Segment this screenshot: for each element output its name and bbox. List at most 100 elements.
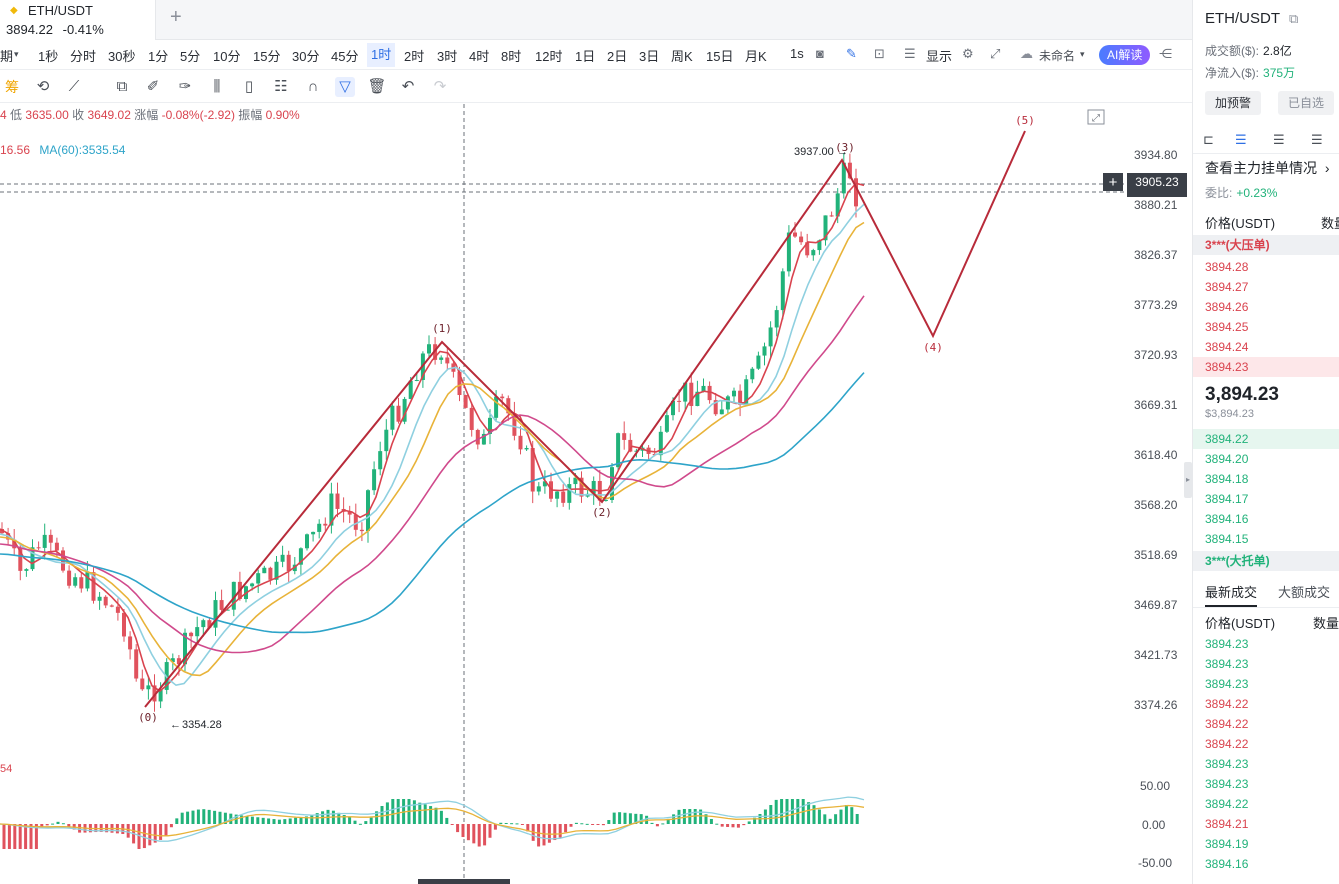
macd-bar (429, 806, 433, 824)
candle-body (213, 600, 218, 628)
interval-item-month[interactable]: 月K (745, 49, 767, 64)
interval-item-week[interactable]: 周K (671, 49, 693, 64)
gear-icon[interactable]: ⚙ (962, 46, 974, 61)
orderbook-both-icon[interactable]: ☰ (1235, 132, 1247, 147)
ask-row[interactable]: 3894.24 (1205, 340, 1249, 354)
collapse-panel-handle[interactable]: ▸ (1184, 462, 1192, 498)
layout-name[interactable]: 未命名 (1039, 49, 1076, 63)
interval-item-1h[interactable]: 1时 (367, 43, 396, 67)
copy-icon[interactable]: ⧉ (1289, 11, 1299, 26)
chip-tool[interactable]: 筹 (5, 79, 19, 95)
tab-bar: ◆ ETH/USDT 3894.22 -0.41% + (0, 0, 1192, 40)
interval-item-2h[interactable]: 2时 (404, 49, 425, 64)
macd-bar (715, 823, 719, 825)
interval-item-timeshare[interactable]: 分时 (70, 49, 97, 64)
share-icon[interactable]: ⋲ (1159, 46, 1172, 61)
interval-item-1d[interactable]: 1日 (575, 49, 596, 64)
interval-item-1s-alt[interactable]: 1s (790, 46, 804, 61)
candle-icon[interactable]: ⫼ (213, 78, 221, 95)
ask-row[interactable]: 3894.26 (1205, 300, 1249, 314)
interval-item-2d[interactable]: 2日 (607, 49, 628, 64)
bid-row[interactable]: 3894.18 (1205, 472, 1249, 486)
bid-row[interactable]: 3894.16 (1205, 512, 1249, 526)
candle-body (677, 400, 682, 402)
candle-body (622, 433, 627, 440)
plus-icon[interactable]: + (170, 6, 182, 28)
ask-row[interactable]: 3894.28 (1205, 260, 1249, 274)
add-chart-icon[interactable]: ⊡ (874, 46, 885, 61)
interval-item-1m[interactable]: 1分 (148, 49, 169, 64)
crosshair-price-tag (1127, 173, 1187, 191)
orderbook-mode-icon[interactable]: ⊏ (1203, 132, 1214, 147)
interval-item-30m[interactable]: 30分 (292, 49, 320, 64)
ruler-icon[interactable]: ✐ (146, 78, 160, 95)
candle-body (140, 678, 145, 690)
big-bid-row[interactable]: 3***(大托单) (1193, 551, 1339, 571)
filter-icon[interactable]: ▽ (335, 77, 355, 97)
cloud-icon[interactable]: ☁ (1020, 46, 1033, 61)
bid-row[interactable]: 3894.15 (1205, 532, 1249, 546)
interval-item-12h[interactable]: 12时 (535, 49, 563, 64)
candle-body (664, 415, 669, 432)
candle-body (79, 577, 84, 589)
trendline-icon[interactable]: ⟋ (68, 78, 80, 95)
note-icon[interactable]: ☷ (274, 78, 288, 95)
orderbook-bids-icon[interactable]: ☰ (1311, 132, 1323, 147)
bid-row[interactable]: 3894.17 (1205, 492, 1249, 506)
clipboard-icon[interactable]: ▯ (244, 78, 254, 95)
tab-large-trades[interactable]: 大额成交 (1278, 585, 1331, 600)
brush-icon[interactable]: ✑ (178, 78, 192, 95)
sync-icon[interactable]: ⟲ (36, 78, 50, 95)
candle-body (750, 368, 755, 380)
favorited-button[interactable]: 已自选 (1278, 91, 1335, 115)
trash-icon[interactable]: 🗑 (367, 78, 387, 95)
bid-row[interactable]: 3894.20 (1205, 452, 1249, 466)
macd-tick-0: 0.00 (1142, 818, 1166, 832)
add-crosshair-button[interactable] (1103, 173, 1123, 191)
orderbook-asks-icon[interactable]: ☰ (1273, 132, 1285, 147)
interval-item-10m[interactable]: 10分 (213, 49, 241, 64)
chart-area[interactable]: (0) (1) (2) (3) (4) (5) 3937.00 → ← 3354… (0, 104, 1192, 884)
trade-row: 3894.23 (1205, 677, 1249, 691)
interval-item-15m[interactable]: 15分 (253, 49, 281, 64)
elliott-wave-line[interactable] (144, 130, 1026, 708)
fullscreen-icon[interactable]: ⤢ (990, 46, 1001, 61)
expand-icon[interactable] (1087, 109, 1105, 125)
big-ask-row[interactable]: 3***(大压单) (1193, 235, 1339, 255)
copy-icon[interactable]: ⧉ (116, 78, 128, 95)
interval-item-8h[interactable]: 8时 (501, 49, 522, 64)
view-main-orders-link[interactable]: 查看主力挂单情况 › (1205, 158, 1330, 178)
interval-item-5m[interactable]: 5分 (180, 49, 201, 64)
interval-item-period[interactable]: 期 (0, 49, 14, 64)
trade-row: 3894.16 (1205, 857, 1249, 871)
chevron-down-icon[interactable]: ▾ (14, 49, 19, 59)
ask-row[interactable]: 3894.23 (1193, 357, 1339, 377)
menu-icon[interactable]: ☰ (904, 46, 916, 61)
ask-row[interactable]: 3894.25 (1205, 320, 1249, 334)
undo-icon[interactable]: ↶ (401, 78, 415, 95)
macd-bar (542, 824, 546, 846)
magnet-icon[interactable]: ∩ (307, 78, 319, 95)
orderbook-mode-bar: ⊏ ☰ ☰ ☰ (1193, 128, 1339, 154)
pen-icon[interactable]: ✎ (846, 46, 857, 61)
ai-analysis-button[interactable]: AI解读 (1099, 45, 1151, 65)
bid-row[interactable]: 3894.22 (1193, 429, 1339, 449)
ask-row[interactable]: 3894.27 (1205, 280, 1249, 294)
interval-item-3d[interactable]: 3日 (639, 49, 660, 64)
macd-bar (256, 817, 260, 824)
symbol-tab[interactable]: ◆ ETH/USDT 3894.22 -0.41% (0, 0, 156, 40)
interval-item-15d[interactable]: 15日 (706, 49, 734, 64)
camera-icon[interactable]: ◙ (816, 46, 824, 61)
display-button[interactable]: 显示 (926, 49, 953, 64)
interval-item-4h[interactable]: 4时 (469, 49, 490, 64)
price-axis[interactable]: 3934.80 3880.21 3826.37 3773.29 3720.93 3669.… (1134, 148, 1178, 712)
interval-item-1s[interactable]: 1秒 (38, 49, 59, 64)
chevron-down-icon[interactable]: ▾ (1080, 49, 1085, 59)
interval-item-45m[interactable]: 45分 (331, 49, 359, 64)
add-alert-button[interactable]: 加预警 (1205, 91, 1262, 115)
price-chart[interactable]: (0) (1) (2) (3) (4) (5) 3937.00 → ← 3354… (0, 104, 1192, 884)
tab-latest-trades[interactable]: 最新成交 (1205, 582, 1258, 607)
interval-item-3h[interactable]: 3时 (437, 49, 458, 64)
redo-icon[interactable]: ↷ (433, 78, 447, 95)
interval-item-30s[interactable]: 30秒 (108, 49, 136, 64)
